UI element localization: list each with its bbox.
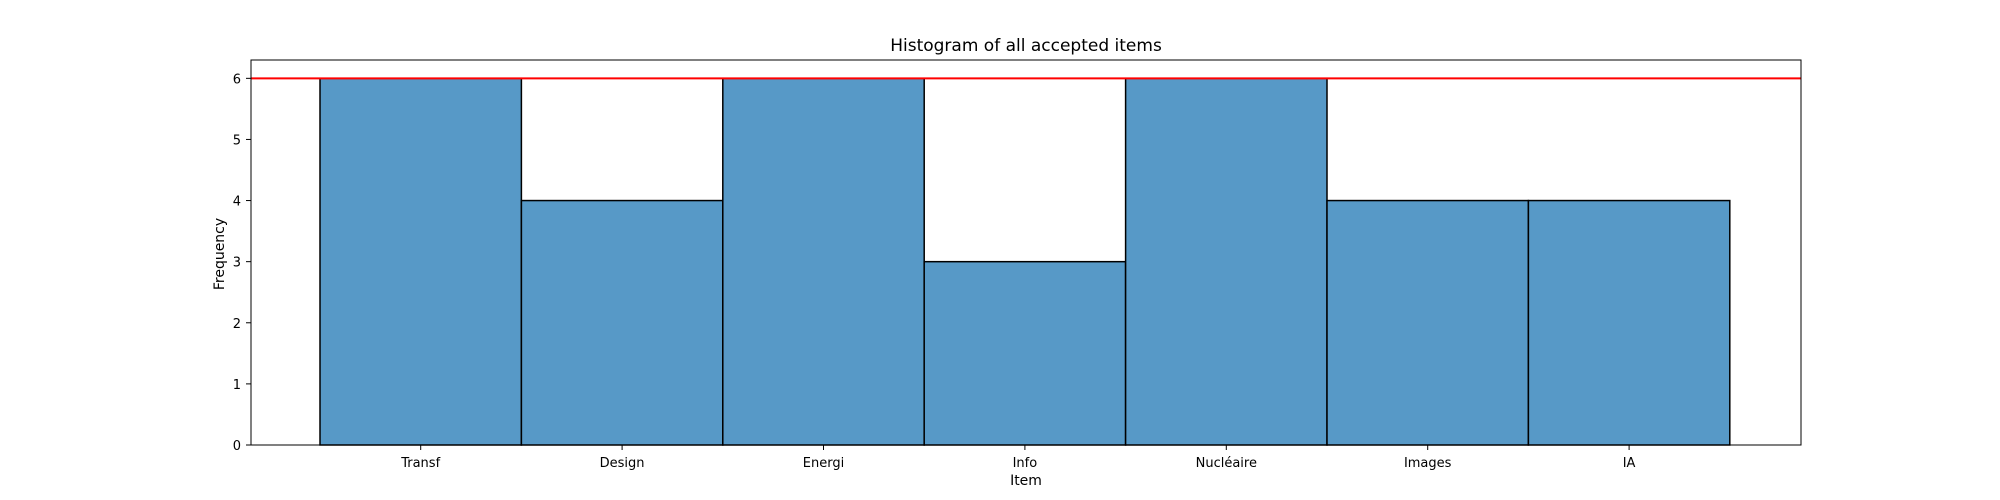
bar-design	[520, 199, 724, 446]
chart-title: Histogram of all accepted items	[890, 36, 1162, 56]
x-axis-label: Item	[1010, 473, 1042, 489]
y-tick-label: 1	[233, 378, 241, 393]
bar-ia	[1527, 199, 1731, 446]
x-axis: Transf Design Energi Info Nucléaire Images IA	[400, 445, 1636, 471]
x-tick-label: Energi	[803, 456, 844, 471]
y-tick-label: 3	[233, 256, 241, 271]
bar-info	[923, 260, 1127, 446]
plot-area-frame	[250, 59, 1802, 446]
y-tick-label: 5	[233, 133, 241, 148]
y-tick-label: 4	[233, 195, 241, 210]
x-tick-label: Design	[600, 456, 645, 471]
x-tick-label: Transf	[400, 456, 440, 471]
bar-nucléaire	[1124, 77, 1328, 446]
y-tick-label: 2	[233, 317, 241, 332]
x-tick-label: Images	[1404, 456, 1452, 471]
x-tick-label: Info	[1013, 456, 1038, 471]
y-axis-label: Frequency	[212, 218, 228, 290]
bars	[319, 77, 1731, 446]
y-axis: 0 1 2 3 4 5 6	[233, 72, 251, 454]
bar-images	[1326, 199, 1530, 446]
bar-energi	[722, 77, 925, 446]
y-tick-label: 0	[233, 439, 241, 454]
y-tick-label: 6	[233, 72, 241, 87]
x-tick-label: Nucléaire	[1196, 456, 1257, 471]
bar-transf	[319, 77, 523, 446]
x-tick-label: IA	[1623, 456, 1636, 471]
